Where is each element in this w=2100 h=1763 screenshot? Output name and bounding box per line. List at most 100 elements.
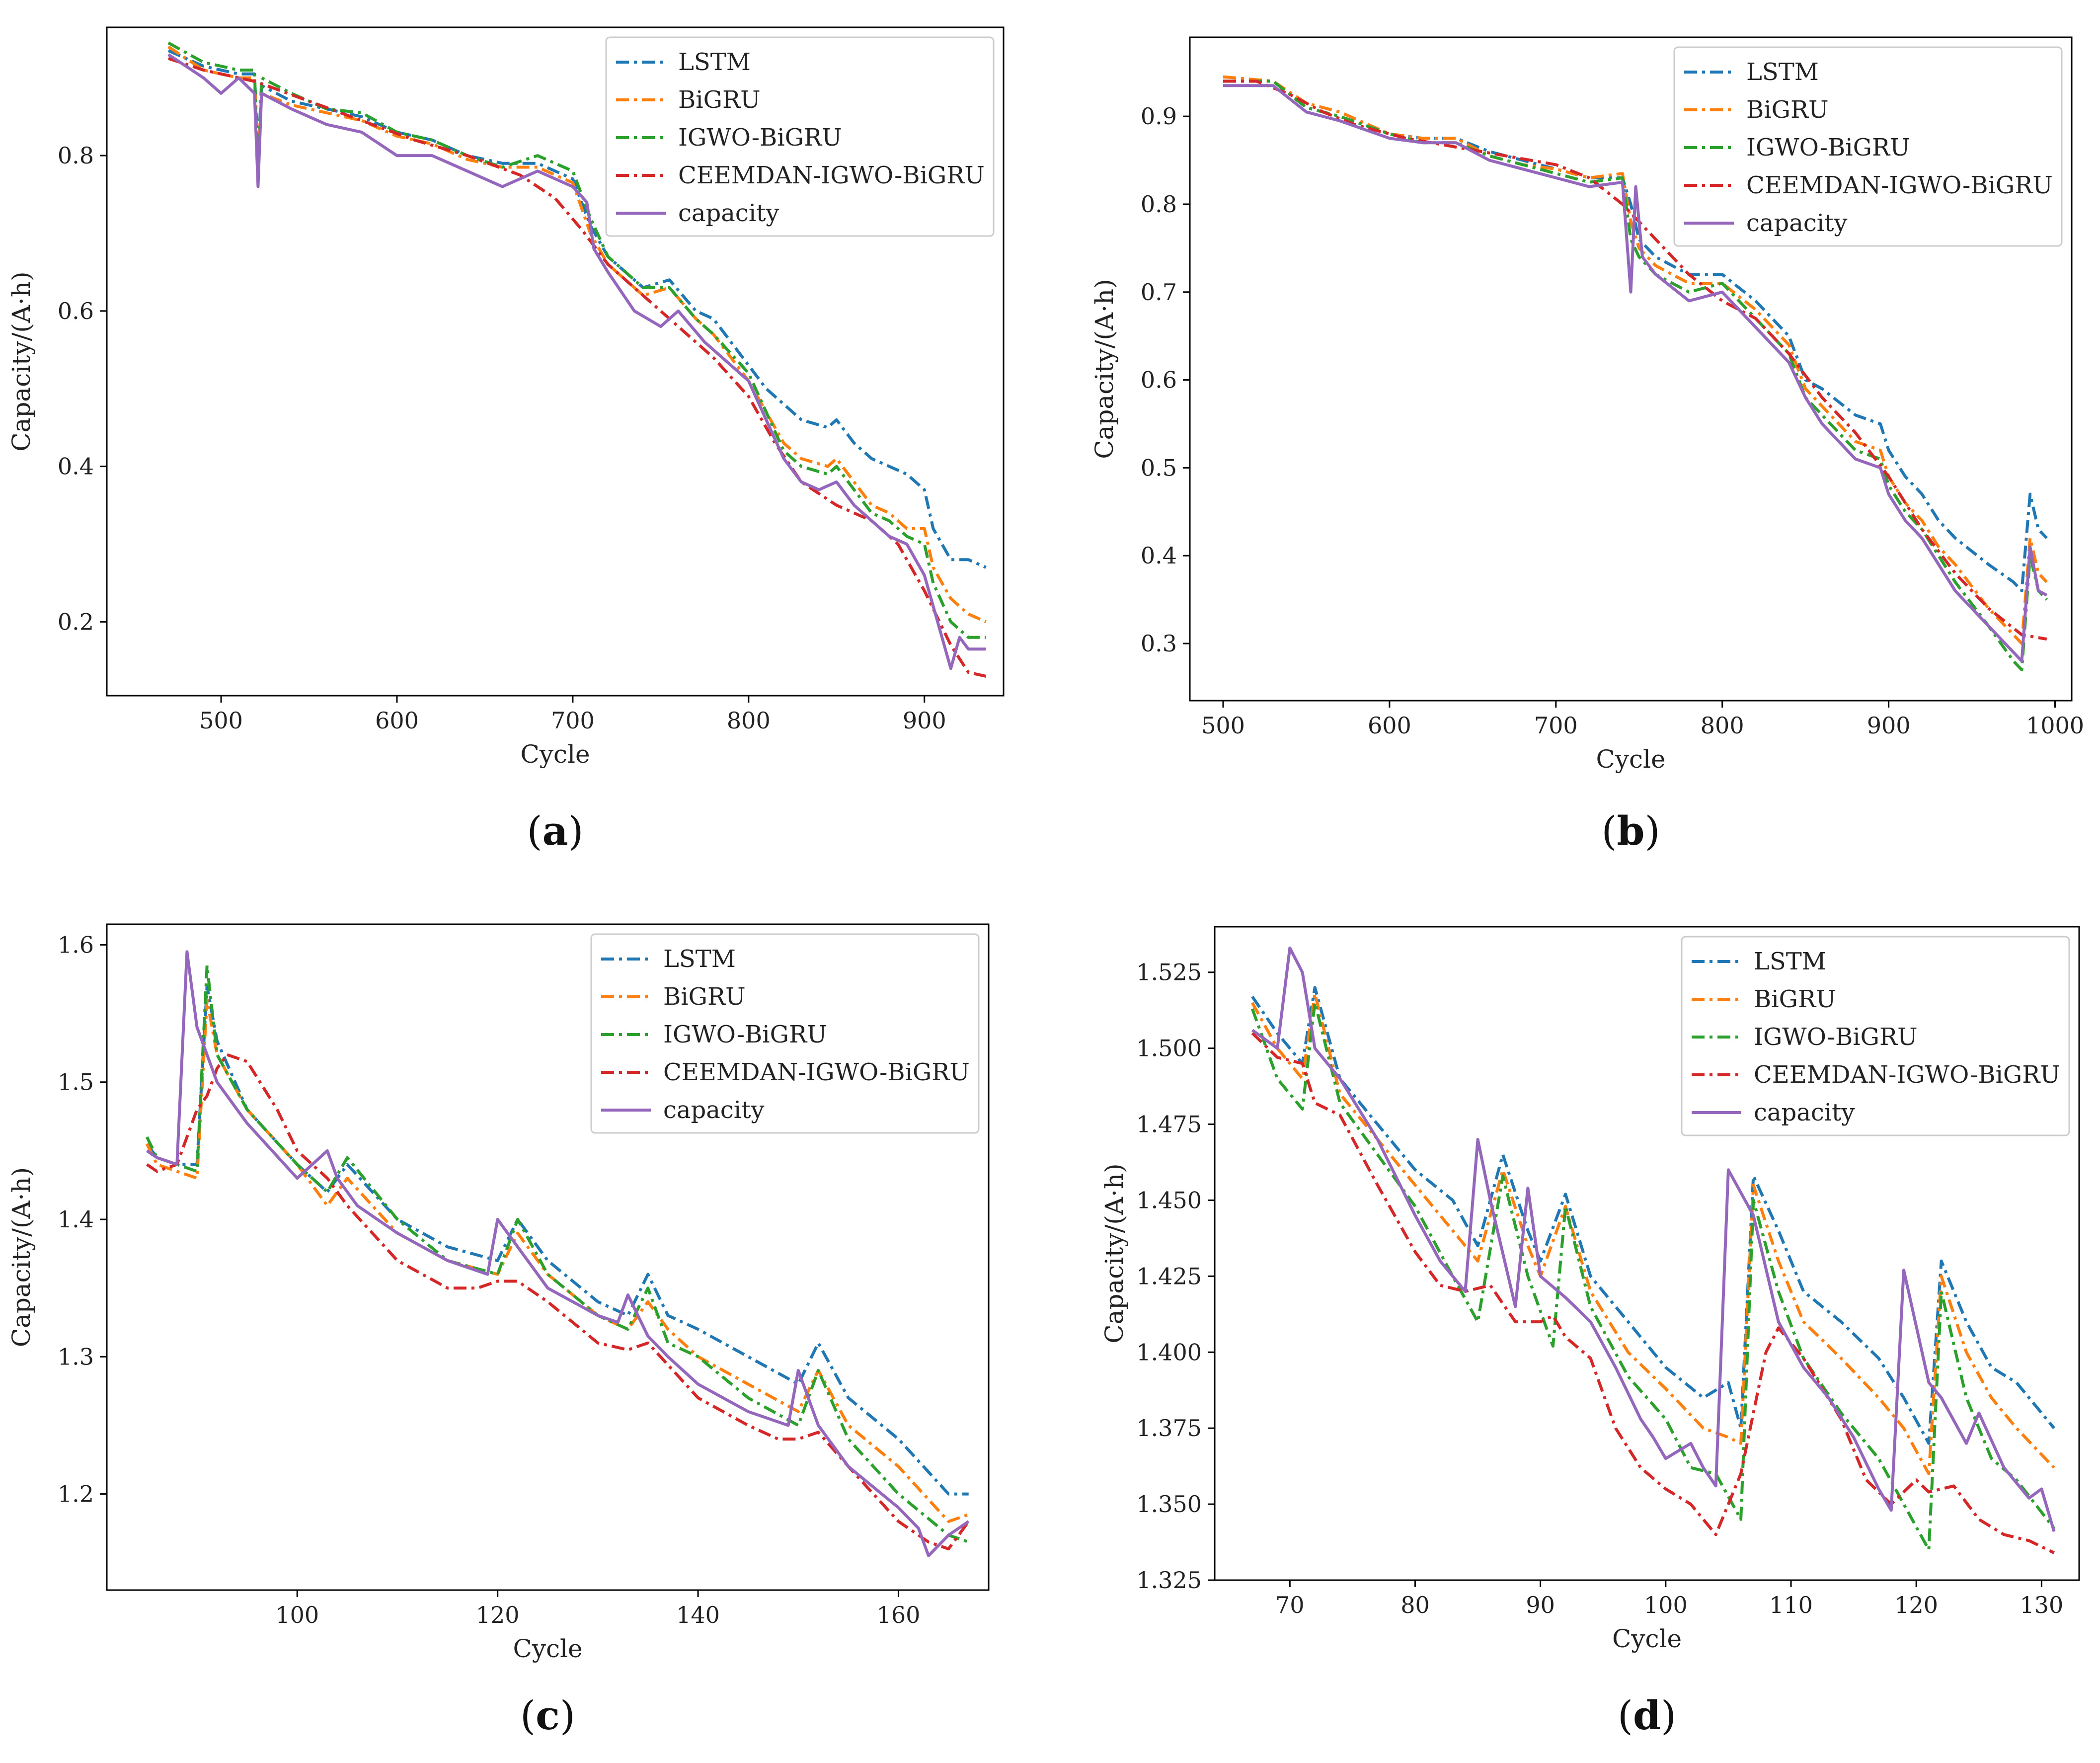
- series-line-capacity: [1223, 84, 2048, 663]
- x-tick-label: 600: [1368, 712, 1411, 739]
- x-tick-label: 140: [676, 1602, 720, 1628]
- y-axis-label: Capacity/(A·h): [1100, 1163, 1129, 1343]
- legend: LSTM BiGRU IGWO-BiGRU CEEMDAN-IGWO-BiGRU cap…: [605, 36, 995, 237]
- legend-label-bigru: BiGRU: [678, 86, 761, 114]
- x-axis-label: Cycle: [520, 740, 590, 769]
- x-tick-label: 900: [1867, 712, 1911, 739]
- panel-caption: (c): [520, 1692, 575, 1739]
- legend: LSTM BiGRU IGWO-BiGRU CEEMDAN-IGWO-BiGRU cap…: [1681, 936, 2070, 1136]
- y-axis-label: Capacity/(A·h): [1090, 279, 1119, 459]
- x-tick-label: 900: [903, 707, 946, 734]
- legend-label-lstm: LSTM: [663, 945, 736, 973]
- chart-panel-b: 500 600 700 800 900 1000 0.3 0.4 0.5 0.6 0.7 0.8 0.9…: [1090, 36, 2084, 854]
- plot-frame: [106, 923, 990, 1591]
- series-line-lstm: [167, 49, 987, 569]
- x-axis-label: Cycle: [1596, 745, 1665, 774]
- y-tick-label: 1.3: [58, 1343, 94, 1370]
- legend-label-capacity: capacity: [1754, 1099, 1855, 1126]
- x-tick-label: 120: [1894, 1592, 1938, 1618]
- y-tick-label: 0.4: [58, 453, 94, 480]
- y-tick-label: 1.375: [1136, 1415, 1202, 1442]
- legend-label-bigru: BiGRU: [1746, 96, 1829, 124]
- x-tick-label: 100: [1644, 1592, 1688, 1618]
- y-tick-label: 1.350: [1136, 1491, 1202, 1518]
- series-line-ceemdan: [146, 1053, 970, 1551]
- x-tick-label: 100: [275, 1602, 319, 1628]
- x-tick-label: 130: [2020, 1592, 2063, 1618]
- legend-label-capacity: capacity: [1746, 209, 1847, 237]
- y-tick-label: 1.6: [58, 931, 94, 958]
- y-tick-label: 1.525: [1136, 959, 1202, 986]
- y-axis-label: Capacity/(A·h): [7, 1167, 36, 1347]
- legend-label-igwo: IGWO-BiGRU: [1746, 134, 1910, 161]
- series-group: [1223, 75, 2048, 672]
- y-tick-label: 1.400: [1136, 1339, 1202, 1365]
- x-tick-label: 500: [1201, 712, 1245, 739]
- panel-caption: (d): [1618, 1692, 1676, 1739]
- x-tick-label: 800: [1701, 712, 1744, 739]
- y-tick-label: 0.4: [1141, 542, 1177, 569]
- series-line-lstm: [146, 984, 969, 1496]
- x-tick-label: 120: [476, 1602, 520, 1628]
- legend-label-ceemdan: CEEMDAN-IGWO-BiGRU: [678, 161, 985, 189]
- series-line-lstm: [1251, 986, 2055, 1445]
- legend-box: [605, 36, 995, 237]
- series-line-ceemdan: [1223, 80, 2047, 641]
- x-tick-label: 160: [877, 1602, 921, 1628]
- legend-label-capacity: capacity: [663, 1096, 764, 1124]
- series-line-lstm: [1223, 80, 2048, 592]
- y-tick-label: 1.325: [1136, 1567, 1202, 1594]
- legend-label-bigru: BiGRU: [663, 983, 746, 1011]
- x-tick-label: 500: [199, 707, 243, 734]
- y-tick-label: 1.2: [58, 1481, 94, 1508]
- x-tick-label: 1000: [2026, 712, 2084, 739]
- x-tick-label: 110: [1769, 1592, 1813, 1618]
- y-tick-label: 1.500: [1136, 1035, 1202, 1062]
- series-line-ceemdan: [167, 57, 987, 678]
- y-tick-label: 1.450: [1136, 1187, 1202, 1213]
- series-line-capacity: [167, 53, 986, 670]
- legend-label-ceemdan: CEEMDAN-IGWO-BiGRU: [663, 1058, 970, 1086]
- legend-label-ceemdan: CEEMDAN-IGWO-BiGRU: [1746, 171, 2053, 199]
- y-tick-label: 1.425: [1136, 1263, 1202, 1289]
- legend: LSTM BiGRU IGWO-BiGRU CEEMDAN-IGWO-BiGRU cap…: [590, 933, 980, 1134]
- x-tick-label: 700: [1534, 712, 1578, 739]
- y-tick-label: 0.9: [1141, 103, 1177, 130]
- plot-frame: [1189, 36, 2073, 702]
- x-tick-label: 70: [1275, 1592, 1305, 1618]
- x-axis-label: Cycle: [513, 1634, 582, 1663]
- x-tick-label: 600: [375, 707, 419, 734]
- x-tick-label: 90: [1526, 1592, 1555, 1618]
- chart-panel-d: 70 80 90 100 110 120 130 1.325 1.350 1.375 1.400 1.…: [1100, 926, 2080, 1739]
- legend-box: [1681, 936, 2070, 1136]
- panel-caption: (b): [1601, 807, 1660, 854]
- legend-label-igwo: IGWO-BiGRU: [678, 124, 842, 152]
- legend-label-bigru: BiGRU: [1754, 985, 1836, 1013]
- y-tick-label: 0.7: [1141, 279, 1177, 306]
- plot-frame: [1214, 926, 2080, 1581]
- legend-label-lstm: LSTM: [1754, 948, 1826, 975]
- legend-label-capacity: capacity: [678, 199, 779, 227]
- legend-label-igwo: IGWO-BiGRU: [1754, 1023, 1918, 1051]
- y-tick-label: 0.8: [1141, 191, 1177, 218]
- series-group: [1250, 946, 2056, 1554]
- series-line-igwo: [1223, 80, 2048, 672]
- chart-panel-a: 500 600 700 800 900 0.2 0.4 0.6 0.8 Cycle Capacity…: [7, 26, 1005, 854]
- y-tick-label: 1.5: [58, 1069, 94, 1096]
- series-line-capacity: [146, 950, 970, 1557]
- series-group: [146, 950, 970, 1557]
- series-line-bigru: [1223, 75, 2048, 645]
- y-tick-label: 0.6: [58, 298, 94, 324]
- series-line-igwo: [1250, 1001, 2055, 1551]
- legend-label-igwo: IGWO-BiGRU: [663, 1021, 827, 1048]
- panel-caption: (a): [527, 807, 583, 854]
- legend-label-lstm: LSTM: [678, 48, 751, 76]
- y-tick-label: 0.2: [58, 608, 94, 635]
- y-tick-label: 0.3: [1141, 630, 1177, 657]
- series-line-ceemdan: [1251, 1032, 2055, 1554]
- x-tick-label: 80: [1400, 1592, 1430, 1618]
- y-axis-label: Capacity/(A·h): [7, 271, 36, 451]
- y-tick-label: 0.6: [1141, 367, 1177, 394]
- legend-box: [590, 933, 980, 1134]
